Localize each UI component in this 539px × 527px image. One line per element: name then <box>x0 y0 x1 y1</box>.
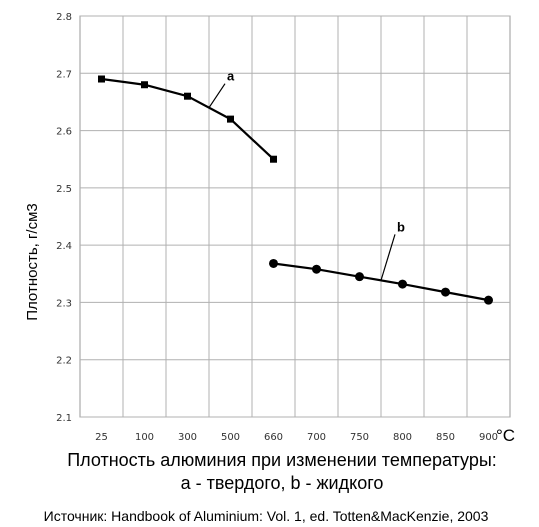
source-note: Источник: Handbook of Aluminium: Vol. 1,… <box>44 508 489 524</box>
x-tick-labels: 25 100 300 500 660 700 750 800 850 900 <box>95 432 498 443</box>
series-label-leader-b <box>380 234 396 281</box>
point-marker-b <box>398 279 407 289</box>
x-tick-label: 660 <box>264 432 283 443</box>
y-tick-label: 2.7 <box>56 69 72 80</box>
series-labels: ab <box>208 69 405 281</box>
series-label-a: a <box>227 69 235 84</box>
x-tick-label: 100 <box>135 432 154 443</box>
point-marker-a <box>141 81 148 89</box>
point-marker-b <box>484 295 493 305</box>
y-axis-label: Плотность, г/см3 <box>24 203 41 321</box>
y-tick-label: 2.8 <box>56 12 72 23</box>
y-tick-label: 2.6 <box>56 127 72 138</box>
y-tick-label: 2.5 <box>56 184 72 195</box>
x-tick-label: 750 <box>350 432 369 443</box>
x-tick-label: 900 <box>479 432 498 443</box>
chart-caption-line-1: Плотность алюминия при изменении темпера… <box>67 450 497 470</box>
x-tick-label: 700 <box>307 432 326 443</box>
point-marker-b <box>441 287 450 297</box>
point-marker-a <box>227 115 234 123</box>
y-tick-label: 2.4 <box>56 241 72 252</box>
series-label-leader-a <box>208 83 226 108</box>
chart-caption-line-2: а - твердого, b - жидкого <box>181 473 384 493</box>
point-marker-a <box>184 92 191 100</box>
point-marker-a <box>98 75 105 83</box>
x-axis-unit: °C <box>496 426 515 445</box>
x-tick-label: 850 <box>436 432 455 443</box>
point-marker-b <box>312 264 321 274</box>
x-tick-label: 300 <box>178 432 197 443</box>
y-tick-label: 2.1 <box>56 413 72 424</box>
grid-lines <box>79 15 511 418</box>
x-tick-label: 25 <box>95 432 108 443</box>
x-tick-label: 800 <box>393 432 412 443</box>
point-marker-b <box>355 272 364 282</box>
y-tick-label: 2.3 <box>56 298 72 309</box>
point-marker-b <box>269 258 278 268</box>
point-marker-a <box>270 155 277 163</box>
series-label-b: b <box>397 219 405 234</box>
y-tick-labels: 2.1 2.2 2.3 2.4 2.5 2.6 2.7 2.8 <box>56 12 72 424</box>
y-tick-label: 2.2 <box>56 356 72 367</box>
x-tick-label: 500 <box>221 432 240 443</box>
series-line-a <box>101 77 275 161</box>
